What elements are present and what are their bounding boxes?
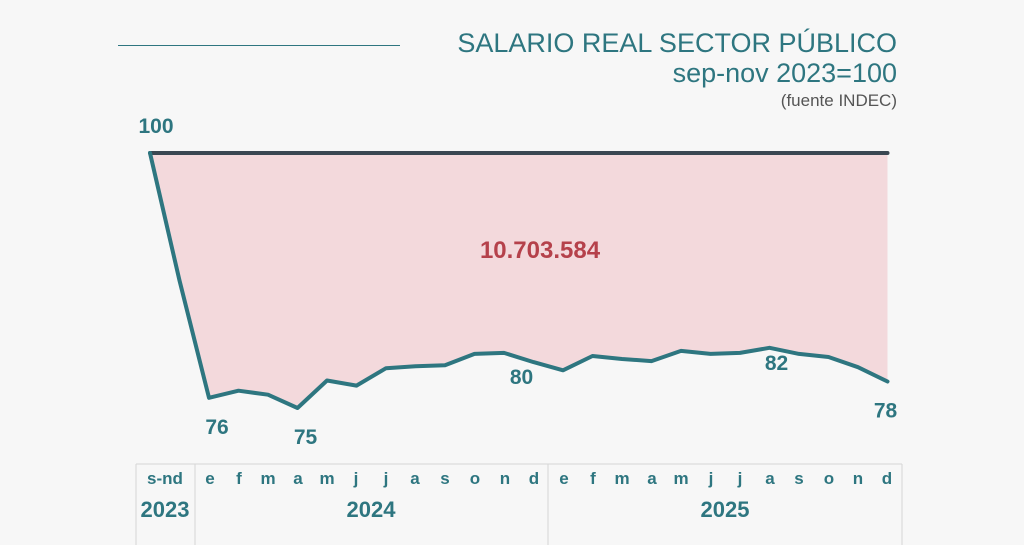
x-tick-label: j (353, 469, 359, 488)
gap-area (150, 153, 888, 408)
x-tick-label: d (529, 469, 539, 488)
data-label: 100 (138, 115, 173, 138)
data-label: 82 (765, 352, 788, 375)
x-year-label: 2025 (701, 497, 750, 522)
x-tick-label: o (824, 469, 834, 488)
chart-subtitle: sep-nov 2023=100 (672, 58, 897, 88)
x-tick-label: n (500, 469, 510, 488)
title-rule (118, 45, 400, 46)
x-tick-label: d (882, 469, 892, 488)
x-tick-label: a (765, 469, 775, 488)
x-tick-label: j (708, 469, 714, 488)
x-year-label: 2024 (347, 497, 397, 522)
series-line (148, 151, 890, 410)
x-tick-label: m (673, 469, 688, 488)
x-tick-label: o (470, 469, 480, 488)
x-tick-label: m (260, 469, 275, 488)
x-tick-label: j (383, 469, 389, 488)
x-tick-label: s-nd (147, 469, 183, 488)
x-tick-label: a (647, 469, 657, 488)
data-label: 78 (874, 399, 898, 422)
data-label: 80 (510, 366, 533, 389)
x-tick-label: m (614, 469, 629, 488)
data-label: 75 (294, 426, 318, 449)
gap-annotation: 10.703.584 (480, 237, 601, 264)
x-tick-label: s (440, 469, 449, 488)
x-tick-label: n (853, 469, 863, 488)
x-tick-label: a (410, 469, 420, 488)
x-tick-label: m (319, 469, 334, 488)
x-tick-label: e (559, 469, 568, 488)
x-year-label: 2023 (141, 497, 190, 522)
x-tick-label: f (236, 469, 242, 488)
chart-title-block: SALARIO REAL SECTOR PÚBLICO sep-nov 2023… (457, 28, 897, 110)
chart-title: SALARIO REAL SECTOR PÚBLICO (457, 28, 897, 58)
chart-source: (fuente INDEC) (780, 91, 897, 110)
x-tick-label: j (737, 469, 743, 488)
x-tick-label: f (590, 469, 596, 488)
data-label: 76 (205, 416, 228, 439)
x-tick-label: a (293, 469, 303, 488)
x-tick-label: s (794, 469, 803, 488)
x-tick-label: e (205, 469, 214, 488)
